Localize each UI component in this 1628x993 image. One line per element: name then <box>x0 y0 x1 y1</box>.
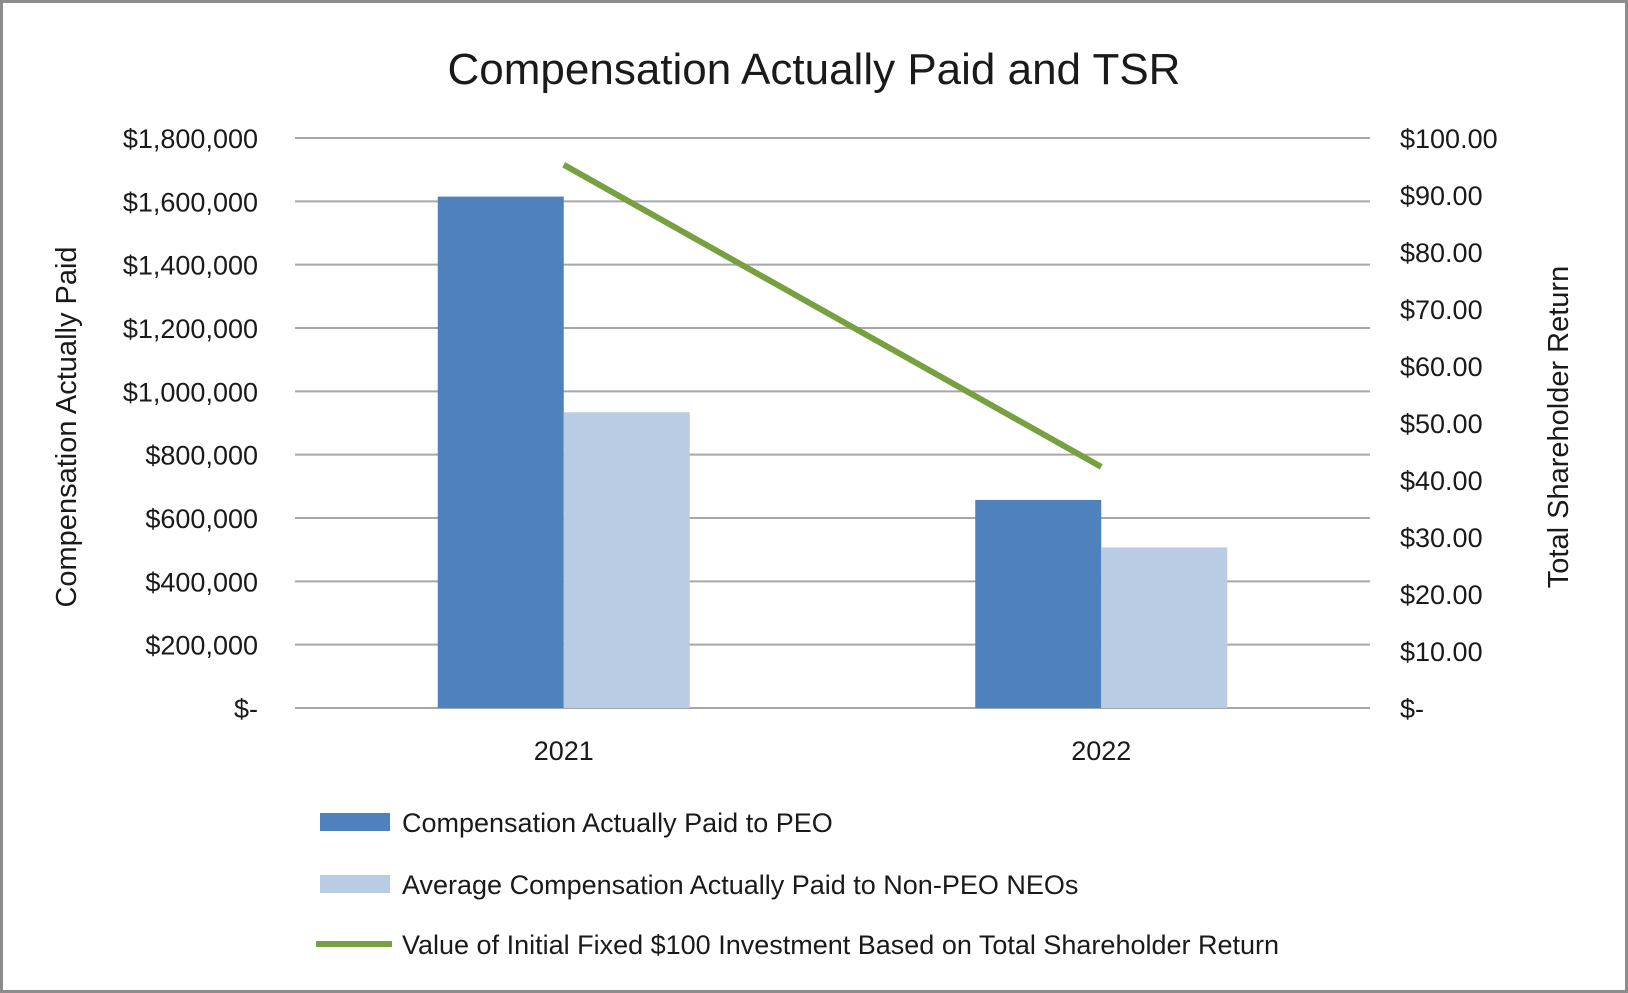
y-tick-label: $1,400,000 <box>123 251 258 281</box>
legend-label: Average Compensation Actually Paid to No… <box>402 870 1078 900</box>
y-axis-label: Compensation Actually Paid <box>51 246 83 607</box>
y-tick-label: $1,000,000 <box>123 377 258 407</box>
y2-tick-label: $10.00 <box>1400 637 1483 667</box>
y2-tick-label: $70.00 <box>1400 295 1483 325</box>
y-tick-label: $1,200,000 <box>123 314 258 344</box>
line-series <box>562 162 1103 470</box>
y2-tick-label: $20.00 <box>1400 580 1483 610</box>
y2-tick-label: $50.00 <box>1400 409 1483 439</box>
legend-label: Compensation Actually Paid to PEO <box>402 808 833 838</box>
y2-axis-label: Total Shareholder Return <box>1543 266 1575 588</box>
x-axis-ticks: 2021 2022 <box>534 736 1132 766</box>
y2-tick-label: $100.00 <box>1400 124 1498 154</box>
x-tick-label: 2021 <box>534 736 594 766</box>
bar-series <box>437 196 1228 709</box>
bar-non-peo-2022 <box>1101 547 1228 708</box>
y2-tick-label: $30.00 <box>1400 523 1483 553</box>
y-axis-ticks: $1,800,000 $1,600,000 $1,400,000 $1,200,000… <box>123 124 258 724</box>
y2-tick-label: $90.00 <box>1400 181 1483 211</box>
tsr-line <box>562 162 1103 470</box>
bar-peo-2021 <box>437 196 564 709</box>
y-tick-label: $1,800,000 <box>123 124 258 154</box>
y-tick-label: $400,000 <box>145 567 258 597</box>
y2-tick-label: $- <box>1400 694 1424 724</box>
legend-label: Value of Initial Fixed $100 Investment B… <box>402 930 1279 960</box>
y-tick-label: $1,600,000 <box>123 187 258 217</box>
y2-axis-ticks: $100.00 $90.00 $80.00 $70.00 $60.00 $50.00 $40… <box>1400 124 1498 724</box>
legend-swatch-non-peo <box>320 875 390 893</box>
bar-non-peo-2021 <box>563 412 690 708</box>
y-tick-label: $800,000 <box>145 441 258 471</box>
y2-tick-label: $80.00 <box>1400 238 1483 268</box>
y-tick-label: $200,000 <box>145 631 258 661</box>
y2-tick-label: $60.00 <box>1400 352 1483 382</box>
legend-swatch-peo <box>320 813 390 831</box>
x-tick-label: 2022 <box>1071 736 1131 766</box>
y-tick-label: $- <box>234 694 258 724</box>
legend: Compensation Actually Paid to PEO Average… <box>316 808 1279 960</box>
chart-title: Compensation Actually Paid and TSR <box>448 45 1181 94</box>
y-tick-label: $600,000 <box>145 504 258 534</box>
y2-tick-label: $40.00 <box>1400 466 1483 496</box>
bar-peo-2022 <box>975 499 1102 708</box>
